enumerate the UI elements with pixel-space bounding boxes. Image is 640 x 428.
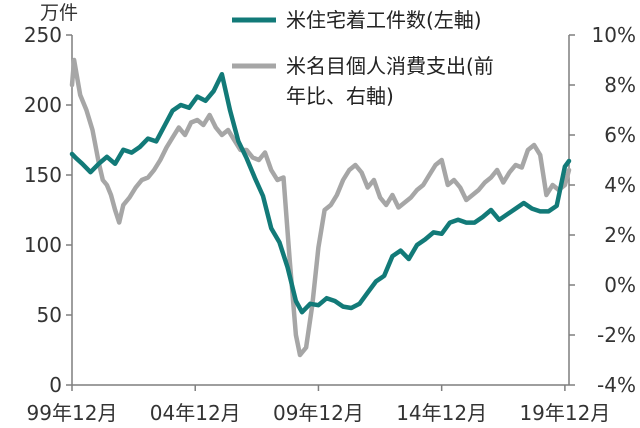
legend-label-consumption: 米名目個人消費支出(前年比、右軸) (286, 54, 494, 108)
right-y-tick-label: -4% (597, 373, 636, 397)
series-line-housing-starts (69, 71, 572, 315)
left-y-tick-label: 200 (24, 93, 62, 117)
left-y-tick-label: 0 (49, 373, 62, 397)
left-y-tick-label: 250 (24, 23, 62, 47)
x-tick-label: 04年12月 (150, 401, 241, 425)
legend-label-housing-starts: 米住宅着工件数(左軸) (286, 8, 482, 32)
tick-labels: 0 50 100 150 200 250 -4% -2% 0% 2% 4% 6% 8% 10% 99年12月… (24, 23, 636, 425)
right-y-tick-label: 4% (604, 173, 636, 197)
x-tick-label: 14年12月 (396, 401, 487, 425)
x-tick-label: 99年12月 (27, 401, 118, 425)
x-tick-label: 09年12月 (273, 401, 364, 425)
series-lines (69, 57, 572, 358)
right-y-tick-label: 0% (604, 273, 636, 297)
left-y-tick-label: 100 (24, 233, 62, 257)
right-y-tick-label: -2% (597, 323, 636, 347)
right-y-tick-label: 2% (604, 223, 636, 247)
legend: 米住宅着工件数(左軸) 米名目個人消費支出(前年比、右軸) (232, 8, 494, 108)
tick-marks (66, 34, 575, 391)
right-y-tick-label: 6% (604, 123, 636, 147)
right-y-tick-label: 10% (592, 23, 636, 47)
left-axis-unit-label: 万件 (40, 2, 78, 24)
right-y-tick-label: 8% (604, 73, 636, 97)
axes (71, 35, 570, 386)
left-y-tick-label: 150 (24, 163, 62, 187)
left-y-tick-label: 50 (37, 303, 62, 327)
x-tick-label: 19年12月 (519, 401, 610, 425)
